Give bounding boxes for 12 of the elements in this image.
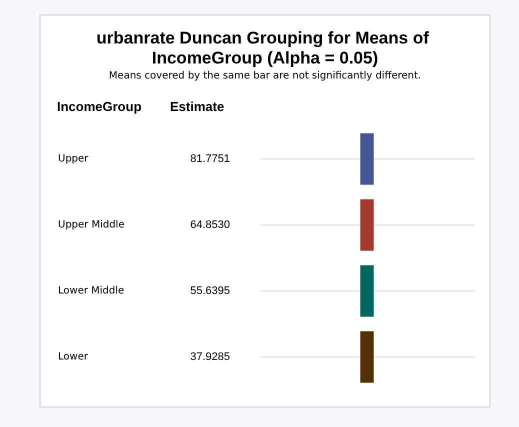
text: urbanrate Duncan Grouping for Means of IncomeGroup (Alpha = 0.05): [96, 28, 434, 68]
category-label: Lower: [58, 352, 89, 362]
data-label: 37.9285: [190, 351, 230, 363]
data-label: 81.7751: [190, 153, 230, 165]
category-label: Lower Middle: [58, 286, 124, 296]
category-label: Upper Middle: [58, 220, 124, 230]
data-label: 55.6395: [190, 285, 230, 297]
category-label: Upper: [58, 154, 90, 164]
text: Means covered by the same bar are not significantly different.: [108, 70, 422, 82]
data-label: 64.8530: [190, 219, 230, 231]
text: IncomeGroup: [57, 99, 142, 114]
text: Estimate: [170, 99, 224, 114]
